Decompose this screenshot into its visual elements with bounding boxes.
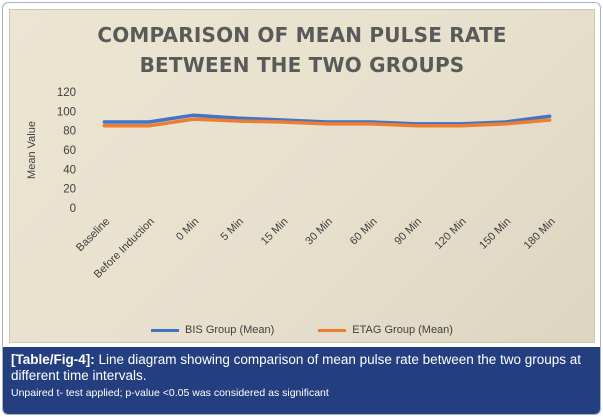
x-tick-label: 150 Min [477, 216, 513, 252]
series-line-etag [102, 117, 552, 128]
x-tick-label: 15 Min [259, 216, 291, 248]
y-tick-label: 40 [63, 164, 76, 176]
x-tick-label: 60 Min [348, 216, 380, 248]
caption-note: Unpaired t- test applied; p-value <0.05 … [11, 387, 329, 399]
y-tick-label: 60 [63, 145, 76, 157]
x-tick-label: 5 Min [219, 216, 247, 244]
chart-title-line-2: BETWEEN THE TWO GROUPS [139, 53, 465, 77]
x-tick-label: 120 Min [433, 216, 469, 252]
legend-item-etag: ETAG Group (Mean) [318, 322, 453, 338]
x-tick-label: 30 Min [303, 216, 335, 248]
legend-item-bis: BIS Group (Mean) [151, 322, 274, 338]
y-tick-label: 100 [57, 106, 76, 118]
legend-label-bis: BIS Group (Mean) [185, 324, 275, 336]
x-tick-label: 0 Min [174, 216, 202, 244]
x-tick-label: 180 Min [522, 216, 558, 252]
legend-swatch-bis [151, 328, 180, 332]
x-tick-label: 90 Min [392, 216, 424, 248]
legend-swatch-etag [318, 328, 347, 332]
y-tick-label: 80 [63, 126, 76, 138]
caption-text: Line diagram showing comparison of mean … [11, 352, 582, 383]
legend-label-etag: ETAG Group (Mean) [352, 324, 453, 336]
caption-main: [Table/Fig-4]: Line diagram showing comp… [11, 352, 590, 384]
y-tick-label: 20 [63, 184, 76, 196]
chart-title: COMPARISON OF MEAN PULSE RATE BETWEEN TH… [10, 20, 594, 80]
line-chart: Mean Value020406080100120BaselineBefore … [26, 87, 558, 281]
x-tick-label: Baseline [74, 216, 112, 254]
chart-area: COMPARISON OF MEAN PULSE RATE BETWEEN TH… [9, 9, 595, 343]
y-tick-label: 120 [57, 87, 76, 99]
figure-caption: [Table/Fig-4]: Line diagram showing comp… [3, 347, 600, 414]
y-axis-label: Mean Value [26, 121, 38, 179]
legend: BIS Group (Mean) ETAG Group (Mean) [10, 322, 594, 338]
chart-title-line-1: COMPARISON OF MEAN PULSE RATE [97, 23, 507, 47]
series-line-bis [102, 113, 552, 126]
caption-ref: [Table/Fig-4]: [11, 352, 95, 367]
y-tick-label: 0 [70, 203, 76, 215]
